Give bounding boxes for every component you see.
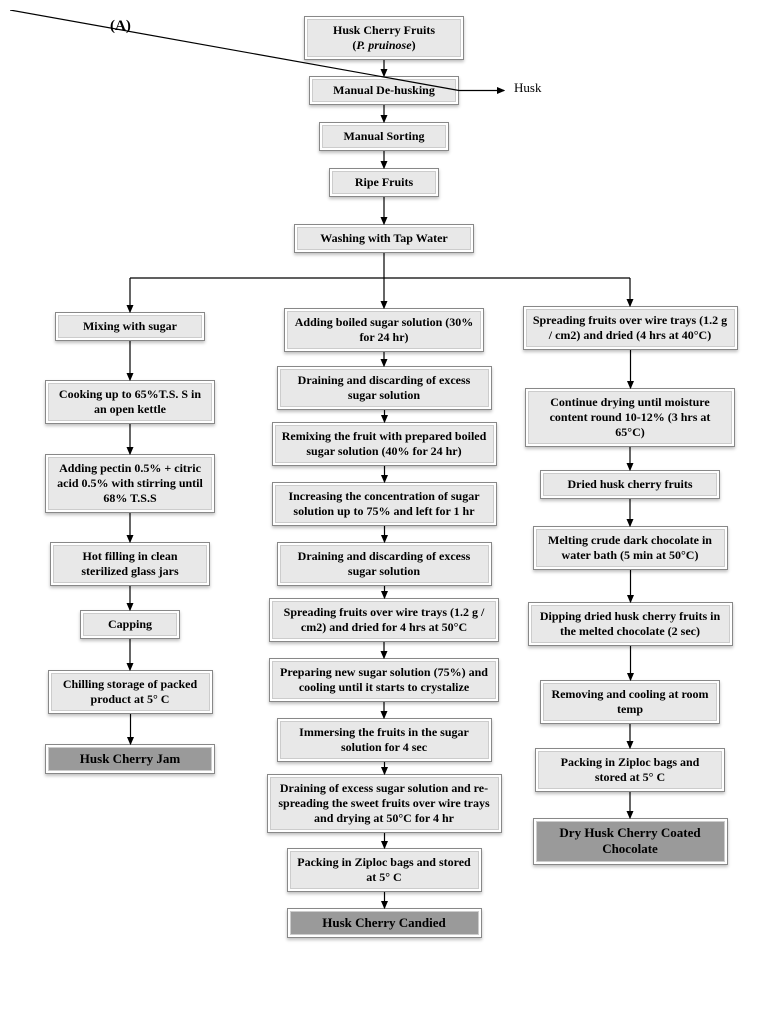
right-box-6: Packing in Ziploc bags and stored at 5° …	[535, 748, 725, 792]
mid-box-3: Increasing the concentration of sugar so…	[272, 482, 497, 526]
mid-box-7: Immersing the fruits in the sugar soluti…	[277, 718, 492, 762]
left-box-3: Hot filling in clean sterilized glass ja…	[50, 542, 210, 586]
panel-label: (A)	[110, 18, 131, 35]
left-box-1: Cooking up to 65%T.S. S in an open kettl…	[45, 380, 215, 424]
right-box-5: Removing and cooling at room temp	[540, 680, 720, 724]
left-box-0: Mixing with sugar	[55, 312, 205, 341]
mid-box-6: Preparing new sugar solution (75%) and c…	[269, 658, 499, 702]
mid-box-1: Draining and discarding of excess sugar …	[277, 366, 492, 410]
mid-box-0: Adding boiled sugar solution (30% for 24…	[284, 308, 484, 352]
left-box-4: Capping	[80, 610, 180, 639]
right-box-3: Melting crude dark chocolate in water ba…	[533, 526, 728, 570]
mid-box-8: Draining of excess sugar solution and re…	[267, 774, 502, 833]
top-box-4: Washing with Tap Water	[294, 224, 474, 253]
top-box-0: Husk Cherry Fruits(P. pruinose)	[304, 16, 464, 60]
left-box-2: Adding pectin 0.5% + citric acid 0.5% wi…	[45, 454, 215, 513]
top-box-3: Ripe Fruits	[329, 168, 439, 197]
mid-box-4: Draining and discarding of excess sugar …	[277, 542, 492, 586]
right-box-0: Spreading fruits over wire trays (1.2 g …	[523, 306, 738, 350]
mid-box-9: Packing in Ziploc bags and stored at 5° …	[287, 848, 482, 892]
right-box-4: Dipping dried husk cherry fruits in the …	[528, 602, 733, 646]
right-box-1: Continue drying until moisture content r…	[525, 388, 735, 447]
mid-box-2: Remixing the fruit with prepared boiled …	[272, 422, 497, 466]
mid-box-10: Husk Cherry Candied	[287, 908, 482, 938]
top-box-2: Manual Sorting	[319, 122, 449, 151]
left-box-6: Husk Cherry Jam	[45, 744, 215, 774]
top-box-1: Manual De-husking	[309, 76, 459, 105]
mid-box-5: Spreading fruits over wire trays (1.2 g …	[269, 598, 499, 642]
left-box-5: Chilling storage of packed product at 5°…	[48, 670, 213, 714]
right-box-2: Dried husk cherry fruits	[540, 470, 720, 499]
husk-label: Husk	[514, 80, 541, 96]
right-box-7: Dry Husk Cherry Coated Chocolate	[533, 818, 728, 865]
